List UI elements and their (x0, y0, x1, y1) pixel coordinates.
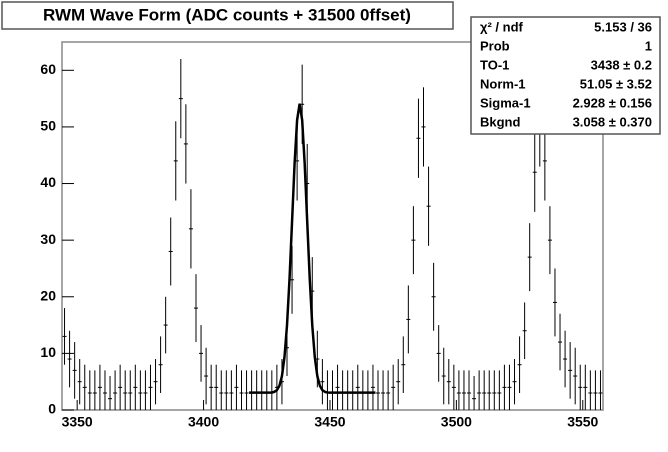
axes: 3350 3400 3450 3500 3550 0 10 20 30 40 50 60 (40, 61, 598, 430)
stat-label: Prob (480, 38, 510, 53)
y-tick-label: 60 (40, 61, 56, 77)
x-tick-label: 3350 (62, 414, 93, 430)
stat-value: 3.058 ± 0.370 (573, 114, 652, 129)
y-tick-label: 50 (40, 118, 56, 134)
x-tick-label: 3450 (314, 414, 345, 430)
x-tick-label: 3550 (567, 414, 598, 430)
stat-value: 51.05 ± 3.52 (580, 76, 652, 91)
stat-label: Bkgnd (480, 114, 521, 129)
stat-label: Sigma-1 (480, 95, 531, 110)
chart-title: RWM Wave Form (ADC counts + 31500 0ffset… (43, 5, 411, 24)
y-tick-label: 30 (40, 231, 56, 247)
stat-label: TO-1 (480, 57, 509, 72)
stat-label: Norm-1 (480, 76, 526, 91)
stats: χ² / ndf 5.153 / 36 Prob 1 TO-1 3438 ± 0.2 Nor… (480, 19, 652, 129)
y-tick-label: 0 (48, 401, 56, 417)
stats-box (470, 16, 661, 135)
stat-value: 3438 ± 0.2 (591, 57, 652, 72)
title-box (1, 1, 454, 30)
x-tick-label: 3400 (188, 414, 219, 430)
plot-area (62, 58, 603, 410)
x-tick-label: 3500 (441, 414, 472, 430)
y-tick-label: 20 (40, 287, 56, 303)
stat-value: 2.928 ± 0.156 (573, 95, 652, 110)
stat-value: 5.153 / 36 (594, 19, 652, 34)
stat-value: 1 (645, 38, 652, 53)
y-tick-label: 10 (40, 344, 56, 360)
y-tick-label: 40 (40, 174, 56, 190)
fit-curve (249, 103, 376, 394)
stat-label: χ² / ndf (480, 19, 524, 34)
